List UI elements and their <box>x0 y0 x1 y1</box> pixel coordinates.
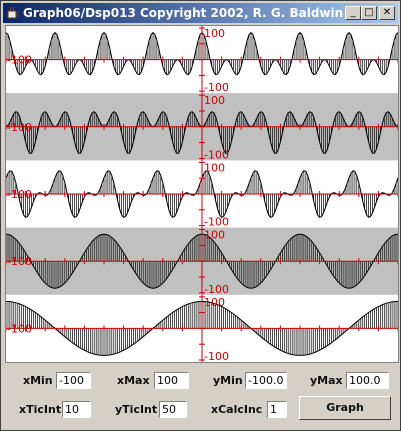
graph-1-ymin-label: -100 <box>204 81 229 94</box>
plot-area: 100 -100 -100 100 -100 -100 100 -100 -100 100 -100… <box>5 25 399 363</box>
control-panel: xMin -100 xMax 100 yMin -100.0 yMax 100.… <box>5 363 397 427</box>
graph-1-ymax-label: 100 <box>204 27 225 40</box>
xticint-label: xTicInt <box>19 403 62 416</box>
graph-4-ymax-label: 100 <box>204 229 225 242</box>
ymin-label: yMin <box>213 374 243 387</box>
graph-3-xmin-label: -100 <box>7 188 32 201</box>
xmax-label: xMax <box>117 374 150 387</box>
xmin-field[interactable]: -100 <box>56 372 91 389</box>
graph-5-ymax-label: 100 <box>204 296 225 309</box>
yticint-label: yTicInt <box>115 403 158 416</box>
title-bar[interactable]: Graph06/Dsp013 Copyright 2002, R. G. Bal… <box>3 3 398 23</box>
plot-stems-1 <box>5 32 399 75</box>
xcalcinc-label: xCalcInc <box>211 403 263 416</box>
graph-5-ymin-label: -100 <box>204 350 229 362</box>
graph-button[interactable]: Graph <box>299 396 391 420</box>
graph-4-ymin-label: -100 <box>204 283 229 296</box>
xmin-label: xMin <box>23 374 53 387</box>
xmax-field[interactable]: 100 <box>154 372 189 389</box>
plot-stems-5 <box>5 301 399 356</box>
ymax-field[interactable]: 100.0 <box>346 372 389 389</box>
graph-4-xmin-label: -100 <box>7 255 32 268</box>
window-title: Graph06/Dsp013 Copyright 2002, R. G. Bal… <box>23 6 344 20</box>
graph-1-xmin-label: -100 <box>7 54 32 67</box>
graph-2-xmin-label: -100 <box>7 121 32 134</box>
maximize-button[interactable]: □ <box>361 6 377 20</box>
plot-stems-4 <box>5 234 399 289</box>
graph-3-ymax-label: 100 <box>204 161 225 174</box>
graph-2-ymin-label: -100 <box>204 148 229 161</box>
xcalcinc-field[interactable]: 1 <box>267 401 287 418</box>
ymax-label: yMax <box>310 374 343 387</box>
close-button[interactable]: ✕ <box>379 6 395 20</box>
graph-3-ymin-label: -100 <box>204 216 229 229</box>
minimize-button[interactable]: _ <box>345 6 361 20</box>
graph-5-xmin-label: -100 <box>7 322 32 335</box>
ymin-field[interactable]: -100.0 <box>245 372 287 389</box>
graph-2-ymax-label: 100 <box>204 94 225 107</box>
plot-canvas: 100-100-100100-100-100100-100-100100-100… <box>5 26 399 363</box>
java-cup-icon <box>7 6 19 19</box>
xticint-field[interactable]: 10 <box>62 401 91 418</box>
yticint-field[interactable]: 50 <box>159 401 187 418</box>
